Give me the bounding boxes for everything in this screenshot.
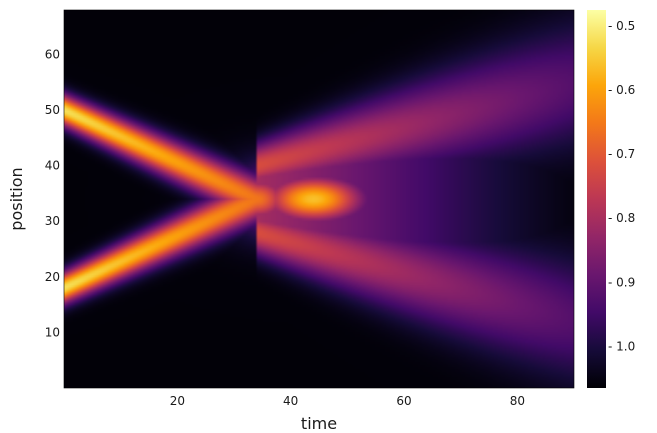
y-tick-label: 50 — [45, 103, 60, 117]
colorbar-tick-label: - 0.8 — [608, 211, 635, 225]
y-tick-label: 20 — [45, 270, 60, 284]
y-tick-label: 30 — [45, 214, 60, 228]
x-tick-label: 20 — [170, 394, 185, 408]
colorbar-tick-label: - 1.0 — [608, 339, 635, 353]
y-axis-ticks: 10 20 30 40 50 60 — [45, 47, 60, 339]
x-axis-ticks: 20 40 60 80 — [170, 394, 525, 408]
y-axis-title: position — [7, 167, 26, 230]
x-tick-label: 60 — [396, 394, 411, 408]
x-tick-label: 40 — [283, 394, 298, 408]
colorbar-ticks: - 0.5 - 0.6 - 0.7 - 0.8 - 0.9 - 1.0 — [608, 19, 635, 353]
colorbar-tick-label: - 0.6 — [608, 83, 635, 97]
y-tick-label: 60 — [45, 47, 60, 61]
y-tick-label: 10 — [45, 325, 60, 339]
y-tick-label: 40 — [45, 159, 60, 173]
colorbar-tick-label: - 0.7 — [608, 147, 635, 161]
plot-frame — [63, 9, 575, 389]
colorbar-tick-label: - 0.9 — [608, 275, 635, 289]
colorbar — [587, 10, 606, 388]
colorbar-tick-label: - 0.5 — [608, 19, 635, 33]
heatmap-image — [64, 10, 574, 388]
x-axis-title: time — [301, 414, 337, 433]
x-tick-label: 80 — [510, 394, 525, 408]
